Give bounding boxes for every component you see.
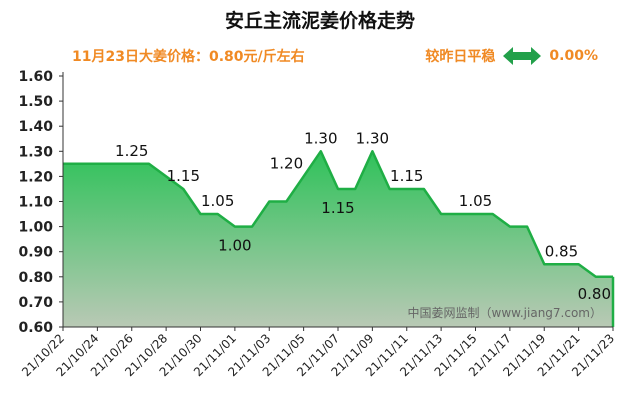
data-label: 1.15 [167, 167, 200, 185]
price-summary: 11月23日大姜价格：0.80元/斤左右 [72, 49, 305, 65]
y-axis-ticks: 0.60 0.70 0.80 0.90 1.00 1.10 1.20 1.30 1.40 1.50… [18, 69, 63, 336]
data-label: 1.25 [115, 142, 148, 160]
watermark: 中国姜网监制（www.jiang7.com） [408, 305, 602, 320]
data-label: 1.00 [218, 237, 251, 255]
data-label: 1.05 [459, 192, 492, 210]
data-label: 1.30 [356, 129, 389, 147]
data-label: 1.05 [201, 192, 234, 210]
price-line [63, 150, 613, 279]
change-indicator: 较昨日平稳 0.00% [425, 46, 598, 66]
double-arrow-icon [503, 47, 542, 65]
change-label: 较昨日平稳 [425, 49, 496, 65]
y-tick-label: 1.00 [18, 220, 53, 236]
y-tick-label: 1.10 [18, 195, 53, 211]
data-label: 1.20 [270, 154, 303, 172]
y-tick-label: 0.90 [18, 245, 53, 261]
y-tick-label: 0.70 [18, 295, 53, 311]
data-label: 1.15 [390, 167, 423, 185]
data-label: 1.30 [304, 129, 337, 147]
data-label: 1.15 [321, 199, 354, 217]
y-tick-label: 1.40 [18, 119, 53, 135]
price-area [63, 151, 613, 327]
y-tick-label: 1.50 [18, 94, 53, 110]
data-label: 0.85 [545, 242, 578, 260]
y-tick-label: 1.30 [18, 144, 53, 160]
y-tick-label: 0.60 [18, 320, 53, 336]
change-value: 0.00% [549, 48, 598, 64]
y-tick-label: 1.20 [18, 169, 53, 185]
x-axis-ticks: 21/10/2221/10/2421/10/2621/10/2821/10/30… [19, 327, 617, 379]
area-layer [63, 150, 615, 327]
y-tick-label: 1.60 [18, 69, 53, 85]
data-label: 0.80 [578, 285, 611, 303]
y-tick-label: 0.80 [18, 270, 53, 286]
data-labels: 1.251.151.051.001.201.301.151.301.151.05… [115, 129, 611, 302]
chart-title: 安丘主流泥姜价格走势 [224, 10, 415, 32]
